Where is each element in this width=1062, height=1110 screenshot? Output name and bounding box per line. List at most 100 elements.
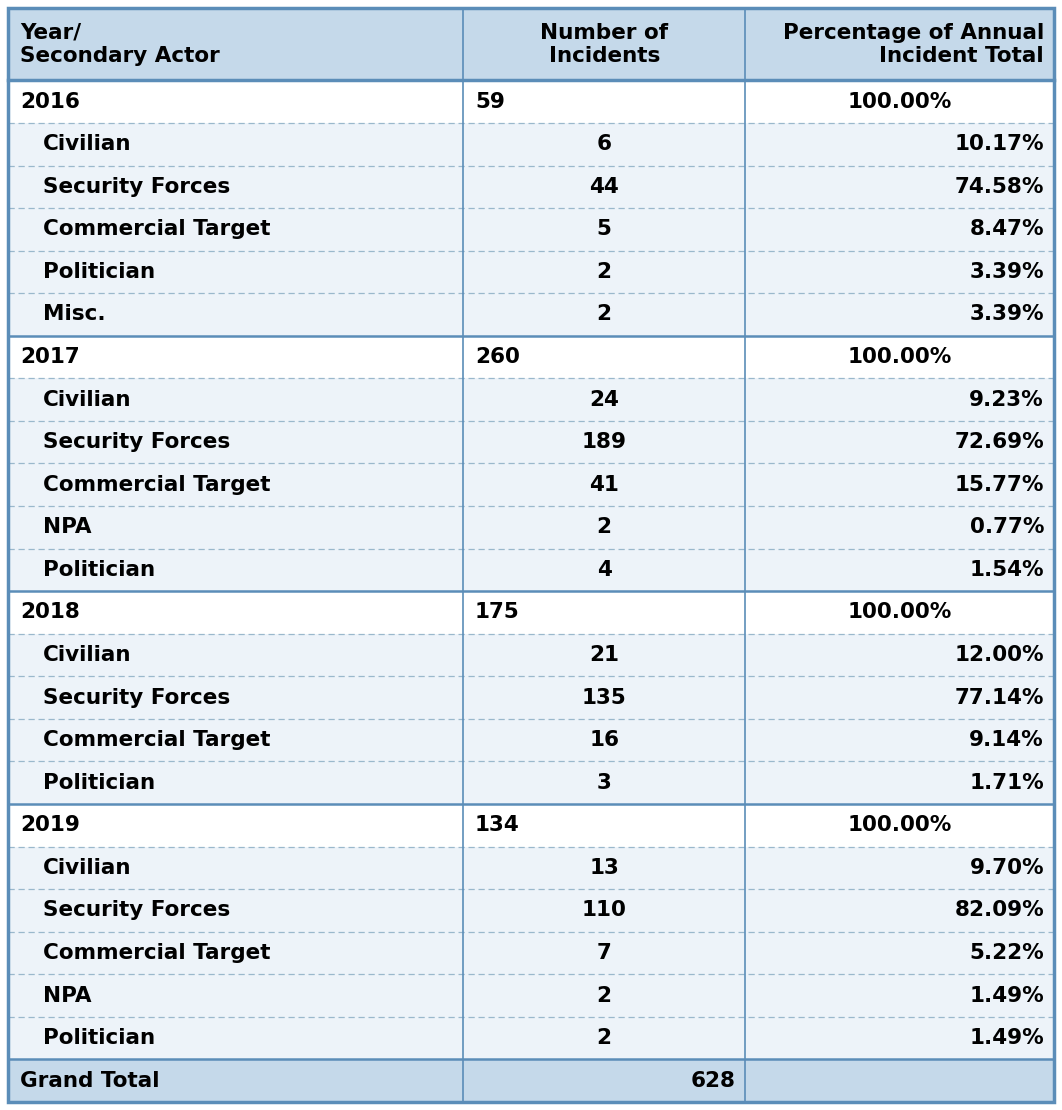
Bar: [8, 421, 463, 464]
Text: Commercial Target: Commercial Target: [42, 475, 271, 495]
Bar: [463, 676, 746, 719]
Bar: [8, 889, 463, 931]
Bar: [8, 335, 463, 379]
Bar: [463, 847, 746, 889]
Text: 1.49%: 1.49%: [970, 986, 1044, 1006]
Bar: [8, 293, 463, 335]
Bar: [8, 251, 463, 293]
Bar: [746, 1017, 1054, 1059]
Text: 41: 41: [589, 475, 619, 495]
Text: 0.77%: 0.77%: [970, 517, 1044, 537]
Text: 24: 24: [589, 390, 619, 410]
Bar: [746, 634, 1054, 676]
Bar: [463, 335, 746, 379]
Bar: [746, 548, 1054, 592]
Bar: [746, 379, 1054, 421]
Bar: [746, 464, 1054, 506]
Bar: [463, 379, 746, 421]
Text: Commercial Target: Commercial Target: [42, 944, 271, 963]
Text: NPA: NPA: [42, 517, 91, 537]
Bar: [463, 165, 746, 208]
Bar: [463, 8, 746, 80]
Text: 5: 5: [597, 220, 612, 240]
Bar: [746, 592, 1054, 634]
Text: 59: 59: [475, 92, 504, 112]
Bar: [746, 719, 1054, 761]
Text: 100.00%: 100.00%: [847, 816, 952, 836]
Text: 2016: 2016: [20, 92, 80, 112]
Text: 6: 6: [597, 134, 612, 154]
Bar: [8, 80, 463, 123]
Bar: [746, 165, 1054, 208]
Bar: [8, 1017, 463, 1059]
Bar: [463, 761, 746, 804]
Text: 100.00%: 100.00%: [847, 347, 952, 367]
Text: 135: 135: [582, 687, 627, 707]
Bar: [463, 975, 746, 1017]
Bar: [8, 931, 463, 975]
Text: Politician: Politician: [42, 773, 155, 793]
Text: Civilian: Civilian: [42, 134, 132, 154]
Bar: [463, 548, 746, 592]
Text: 7: 7: [597, 944, 612, 963]
Text: Commercial Target: Commercial Target: [42, 730, 271, 750]
Text: Year/
Secondary Actor: Year/ Secondary Actor: [20, 22, 220, 65]
Text: 2017: 2017: [20, 347, 80, 367]
Bar: [746, 804, 1054, 847]
Bar: [746, 80, 1054, 123]
Bar: [463, 80, 746, 123]
Text: Misc.: Misc.: [42, 304, 105, 324]
Text: 2: 2: [597, 262, 612, 282]
Bar: [746, 208, 1054, 251]
Bar: [746, 931, 1054, 975]
Bar: [463, 208, 746, 251]
Bar: [8, 464, 463, 506]
Text: 10.17%: 10.17%: [955, 134, 1044, 154]
Text: 2: 2: [597, 986, 612, 1006]
Text: 82.09%: 82.09%: [955, 900, 1044, 920]
Text: Security Forces: Security Forces: [42, 176, 230, 196]
Bar: [463, 251, 746, 293]
Bar: [746, 889, 1054, 931]
Text: 15.77%: 15.77%: [955, 475, 1044, 495]
Text: 16: 16: [589, 730, 619, 750]
Text: Politician: Politician: [42, 559, 155, 579]
Text: Civilian: Civilian: [42, 645, 132, 665]
Bar: [463, 506, 746, 548]
Bar: [8, 804, 463, 847]
Text: 134: 134: [475, 816, 519, 836]
Text: 2019: 2019: [20, 816, 80, 836]
Text: 5.22%: 5.22%: [970, 944, 1044, 963]
Bar: [8, 548, 463, 592]
Bar: [746, 761, 1054, 804]
Text: 8.47%: 8.47%: [970, 220, 1044, 240]
Bar: [8, 847, 463, 889]
Bar: [8, 592, 463, 634]
Text: 21: 21: [589, 645, 619, 665]
Text: 9.70%: 9.70%: [970, 858, 1044, 878]
Bar: [8, 719, 463, 761]
Bar: [8, 761, 463, 804]
Text: NPA: NPA: [42, 986, 91, 1006]
Bar: [8, 208, 463, 251]
Bar: [8, 676, 463, 719]
Bar: [8, 634, 463, 676]
Bar: [463, 931, 746, 975]
Text: Grand Total: Grand Total: [20, 1071, 159, 1091]
Bar: [746, 421, 1054, 464]
Text: Security Forces: Security Forces: [42, 687, 230, 707]
Text: 100.00%: 100.00%: [847, 92, 952, 112]
Text: 628: 628: [690, 1071, 735, 1091]
Bar: [746, 8, 1054, 80]
Text: 1.71%: 1.71%: [970, 773, 1044, 793]
Text: 9.14%: 9.14%: [970, 730, 1044, 750]
Bar: [463, 804, 746, 847]
Text: 110: 110: [582, 900, 627, 920]
Bar: [8, 379, 463, 421]
Text: Commercial Target: Commercial Target: [42, 220, 271, 240]
Text: 189: 189: [582, 432, 627, 452]
Text: 77.14%: 77.14%: [955, 687, 1044, 707]
Text: 2: 2: [597, 1028, 612, 1048]
Text: 100.00%: 100.00%: [847, 603, 952, 623]
Bar: [463, 421, 746, 464]
